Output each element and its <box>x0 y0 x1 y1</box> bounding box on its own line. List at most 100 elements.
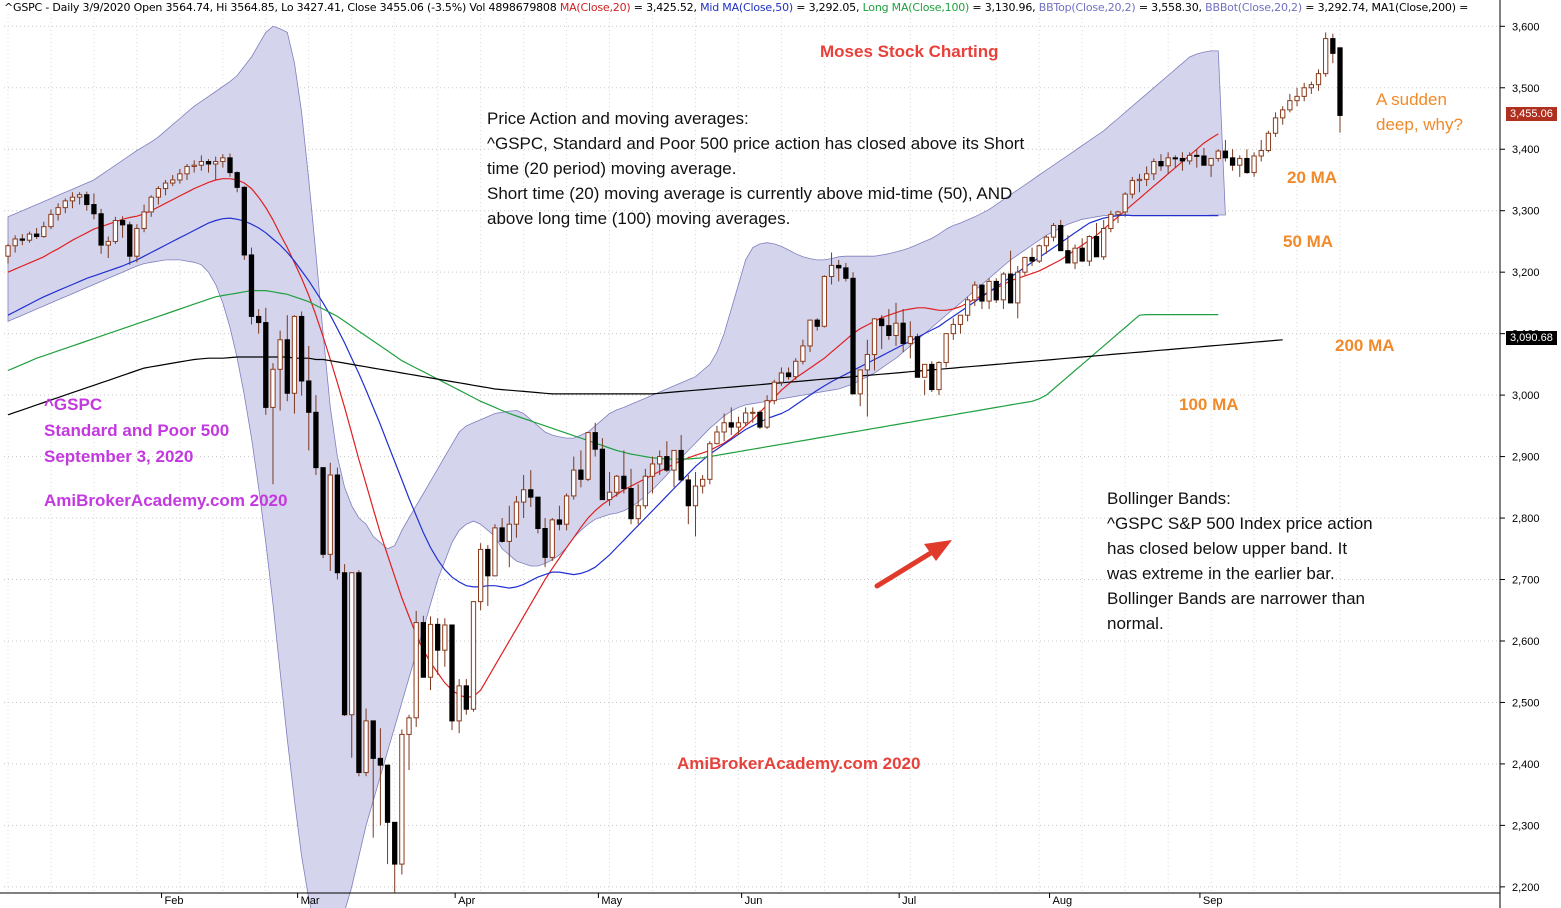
note-line: Bollinger Bands: <box>1107 489 1231 508</box>
candle-body <box>406 717 412 735</box>
candle <box>843 262 849 282</box>
candle-body <box>807 319 813 347</box>
y-tick-label: 2,800 <box>1512 513 1540 525</box>
candle-body <box>714 431 720 445</box>
candle-body <box>435 623 441 651</box>
candle-body <box>921 363 928 378</box>
candle-body <box>800 345 806 362</box>
candle-body <box>886 325 892 336</box>
candle-body <box>463 685 469 710</box>
candle-body <box>48 213 54 228</box>
candle-body <box>599 448 606 501</box>
candle-body <box>671 449 677 471</box>
candle <box>263 307 269 415</box>
candle <box>1050 222 1057 242</box>
candle-body <box>470 601 477 710</box>
candle <box>642 468 649 509</box>
candle <box>1143 166 1150 187</box>
candle-body <box>592 432 598 450</box>
candle-body <box>327 474 333 555</box>
candle <box>184 163 190 180</box>
candle <box>964 296 971 322</box>
candle-body <box>936 362 942 391</box>
candle-body <box>1029 256 1035 262</box>
note-line: ^GSPC <box>44 395 103 414</box>
candle <box>657 450 663 476</box>
header-part: = 3,130.96, <box>969 1 1039 14</box>
candle <box>1115 210 1121 223</box>
candle-body <box>1258 149 1264 157</box>
candle <box>334 467 341 580</box>
candle-body <box>664 456 670 471</box>
candle-body <box>1101 228 1107 258</box>
candle-body <box>177 173 183 181</box>
candle <box>771 379 777 405</box>
candle <box>828 252 835 285</box>
candle-body <box>556 519 563 525</box>
price-action-note: Price Action and moving averages: ^GSPC, … <box>487 106 1024 231</box>
site-watermark-bottom: AmiBrokerAcademy.com 2020 <box>677 754 921 773</box>
candle-body <box>1244 157 1250 174</box>
candle-body <box>148 196 154 213</box>
candle-body <box>621 475 627 490</box>
candle-body <box>492 527 498 577</box>
candle <box>255 309 262 334</box>
candle <box>1251 152 1257 177</box>
candle <box>735 416 742 436</box>
candle <box>900 309 906 353</box>
candle <box>191 160 197 173</box>
candle-body <box>320 467 326 555</box>
candle-body <box>520 489 527 503</box>
price-tag: 3,090.68 <box>1506 331 1557 346</box>
candle <box>1294 87 1300 107</box>
candle <box>98 208 104 254</box>
candle <box>1244 149 1250 174</box>
candle <box>914 333 921 378</box>
candle <box>742 407 749 426</box>
y-tick-label: 3,200 <box>1512 267 1540 279</box>
x-tick-label: Jul <box>902 895 916 907</box>
candle-body <box>1172 157 1178 160</box>
header-part: Mid MA(Close,50) <box>700 1 793 14</box>
candle-body <box>227 157 233 174</box>
candle <box>1179 152 1186 171</box>
candle-body <box>1315 73 1322 86</box>
ma20-label: 20 MA <box>1287 168 1338 187</box>
candle-body <box>628 488 634 520</box>
candle-body <box>986 280 992 302</box>
candle-body <box>1265 132 1272 151</box>
note-line: has closed below upper band. It <box>1107 539 1348 558</box>
candle-body <box>606 491 613 501</box>
candle-body <box>356 572 362 774</box>
candle <box>1022 256 1028 276</box>
candle <box>513 495 520 538</box>
candle <box>291 315 298 414</box>
candle <box>649 456 656 494</box>
candle-body <box>119 220 126 226</box>
note-line: Short time (20) moving average is curren… <box>487 184 1013 203</box>
candle <box>1315 69 1322 91</box>
candle <box>134 224 140 263</box>
candle-body <box>964 299 971 316</box>
note-line: September 3, 2020 <box>44 447 194 466</box>
candle <box>1222 140 1229 162</box>
candle <box>26 231 33 243</box>
candle-body <box>843 267 849 279</box>
candle-body <box>270 368 276 408</box>
candle <box>506 505 512 568</box>
candle <box>327 462 333 571</box>
candle <box>1108 210 1114 233</box>
candle-body <box>1179 157 1186 162</box>
candle <box>814 318 820 331</box>
candle-body <box>1280 109 1286 119</box>
header-part: = 3,292.05, <box>792 1 863 14</box>
candle-body <box>1151 161 1157 175</box>
y-tick-label: 3,500 <box>1512 83 1540 95</box>
candle-body <box>306 380 312 413</box>
candle-body <box>793 360 799 378</box>
candle-body <box>1186 154 1193 162</box>
candle <box>850 272 856 395</box>
candle-body <box>563 495 570 525</box>
note-line: ^GSPC, Standard and Poor 500 price actio… <box>487 134 1025 153</box>
candle-body <box>1108 213 1114 230</box>
